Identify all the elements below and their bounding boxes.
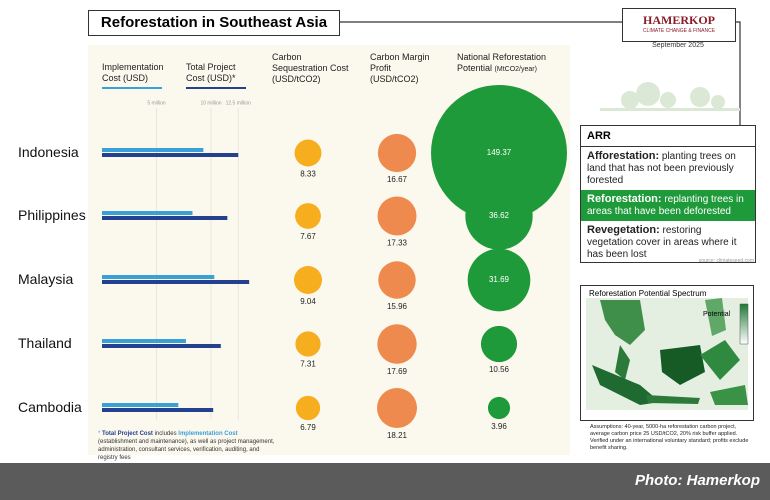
column-title: National Reforestation Potential (MtCO2/… (457, 52, 552, 75)
category-label: Indonesia (18, 144, 79, 160)
arr-term: Reforestation: (587, 193, 662, 205)
bubble (377, 133, 417, 173)
bubble (377, 388, 417, 428)
arr-text: replanting trees in areas that have been… (587, 194, 744, 217)
bubble (377, 324, 417, 364)
bubble (480, 325, 518, 363)
bubble (487, 396, 511, 420)
credit: Photo: Hamerkop (634, 472, 760, 489)
arr-item: Reforestation: replanting trees in areas… (581, 190, 755, 221)
logo-box: HAMERKOP CLIMATE CHANGE & FINANCE (622, 8, 736, 42)
tree-icons (600, 82, 740, 111)
footnote-star: * (98, 431, 101, 437)
footnote: * Total Project Cost includes Implementa… (98, 430, 278, 462)
value-label: 31.69 (489, 275, 510, 284)
column-title: Carbon Sequestration Cost (USD/tCO2) (272, 52, 349, 84)
x-tick-label: 12.5 million (226, 100, 252, 106)
bar (102, 408, 214, 412)
footnote-term: Total Project Cost (102, 431, 153, 437)
arr-term: Afforestation: (587, 150, 660, 162)
value-label: 10.56 (489, 365, 510, 374)
value-label: 6.79 (300, 423, 316, 432)
legend-implementation: Implementation Cost (USD) (102, 62, 172, 89)
category-label: Malaysia (18, 271, 74, 287)
bubble (378, 261, 416, 299)
arr-text: planting trees on land that has not been… (587, 151, 736, 186)
bar (102, 280, 250, 284)
bar (102, 153, 239, 157)
value-label: 16.67 (387, 175, 408, 184)
column-title-text: National Reforestation Potential (457, 52, 547, 73)
category-label: Philippines (18, 207, 86, 223)
arr-text: restoring vegetation cover in areas wher… (587, 225, 737, 260)
arr-title: ARR (581, 126, 755, 147)
value-label: 3.96 (491, 422, 507, 431)
arr-item: Revegetation: restoring vegetation cover… (581, 221, 755, 264)
category-label: Thailand (18, 335, 72, 351)
value-label: 9.04 (300, 297, 316, 306)
title: Reforestation in Southeast Asia (88, 10, 340, 36)
logo-sub: CLIMATE CHANGE & FINANCE (642, 28, 716, 34)
value-label: 15.96 (387, 302, 408, 311)
legend-label: Implementation Cost (USD) (102, 62, 164, 83)
bubble (377, 196, 417, 236)
value-label: 7.67 (300, 232, 316, 241)
arr-term: Revegetation: (587, 224, 660, 236)
bubble (295, 203, 321, 229)
bar (102, 211, 193, 215)
legend-swatch (186, 87, 246, 89)
arr-box: ARR Afforestation: planting trees on lan… (580, 125, 756, 263)
x-tick-label: 10 million (200, 100, 221, 106)
bar (102, 216, 228, 220)
map (586, 298, 748, 410)
arr-source: source: climateseed.com (698, 258, 754, 264)
value-label: 8.33 (300, 170, 316, 179)
footnote-text: includes (152, 431, 179, 437)
date: September 2025 (652, 42, 704, 49)
bubble (295, 395, 321, 421)
footer-bar (0, 463, 770, 500)
value-label: 36.62 (489, 211, 510, 220)
map-legend: Potential (703, 311, 731, 318)
bubble (294, 266, 322, 294)
column-title: Carbon Margin Profit (USD/tCO2) (370, 52, 430, 84)
assumptions: Assumptions: 40-year, 5000-ha reforestat… (590, 424, 749, 451)
bubble (295, 331, 321, 357)
map-box: Reforestation Potential Spectrum (580, 285, 754, 421)
bubble (467, 248, 531, 312)
legend-total: Total Project Cost (USD)* (186, 62, 250, 89)
footnote-term: Implementation Cost (178, 431, 238, 437)
value-label: 7.31 (300, 360, 316, 369)
footnote-text: (establishment and maintenance), as well… (98, 439, 275, 461)
bubble (431, 85, 567, 221)
bar (102, 275, 215, 279)
logo: HAMERKOP (643, 13, 715, 27)
bar (102, 339, 186, 343)
category-label: Cambodia (18, 399, 82, 415)
arr-item: Afforestation: planting trees on land th… (581, 147, 755, 190)
value-label: 149.37 (487, 148, 512, 157)
x-tick-label: 5 million (147, 100, 166, 106)
value-label: 18.21 (387, 431, 408, 440)
bubble (294, 139, 322, 167)
value-label: 17.33 (387, 239, 408, 248)
bar (102, 403, 179, 407)
legend-label: Total Project Cost (USD)* (186, 62, 236, 83)
bar (102, 148, 204, 152)
column-unit: (MtCO2/year) (494, 66, 537, 73)
value-label: 17.69 (387, 367, 408, 376)
map-title: Reforestation Potential Spectrum (589, 289, 707, 298)
bar (102, 344, 221, 348)
bubble (465, 182, 533, 250)
legend-swatch (102, 87, 162, 89)
